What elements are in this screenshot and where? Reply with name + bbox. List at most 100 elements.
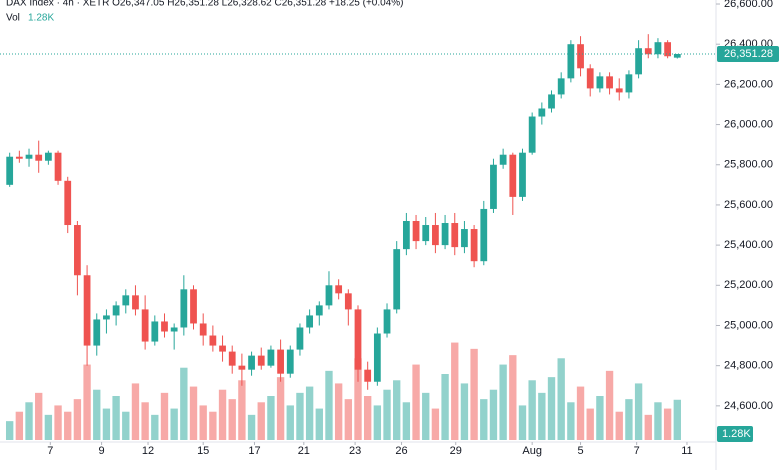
volume-bar bbox=[615, 411, 623, 440]
volume-bar bbox=[257, 402, 265, 440]
x-tick-label: 7 bbox=[47, 445, 53, 457]
volume-bar bbox=[5, 421, 14, 440]
candle-body bbox=[519, 152, 526, 197]
candle-body bbox=[315, 305, 323, 316]
volume-bar bbox=[441, 374, 449, 440]
candle-body bbox=[635, 48, 642, 75]
volume-bar bbox=[296, 392, 304, 440]
y-tick-label: 26,000.00 bbox=[724, 118, 773, 130]
x-tick-label: 29 bbox=[450, 445, 462, 457]
volume-bar bbox=[35, 392, 43, 440]
y-tick-label: 25,600.00 bbox=[724, 199, 773, 211]
candle-body bbox=[199, 323, 207, 336]
candle-body bbox=[673, 53, 681, 58]
volume-bar bbox=[528, 380, 536, 440]
candle-body bbox=[190, 289, 197, 324]
volume-bar bbox=[238, 380, 246, 440]
candle-body bbox=[141, 309, 149, 342]
volume-bar bbox=[422, 392, 430, 440]
candle-body bbox=[625, 74, 633, 93]
candle-body bbox=[132, 295, 139, 310]
last-price-label: 26,351.28 bbox=[724, 48, 773, 60]
volume-bar bbox=[363, 396, 372, 440]
candle-body bbox=[277, 349, 284, 374]
volume-bar bbox=[431, 408, 440, 440]
candle-body bbox=[112, 305, 120, 316]
candle-body bbox=[615, 88, 623, 93]
x-tick-label: Aug bbox=[522, 445, 542, 457]
volume-bar bbox=[286, 405, 294, 440]
candle-body bbox=[567, 44, 575, 79]
volume-bar bbox=[499, 364, 507, 440]
candle-body bbox=[664, 42, 672, 57]
volume-bar bbox=[625, 399, 633, 440]
volume-bar bbox=[131, 383, 140, 440]
candle-body bbox=[344, 293, 352, 310]
volume-bar bbox=[228, 399, 236, 440]
volume-bar bbox=[305, 386, 314, 440]
candle-body bbox=[644, 48, 652, 55]
volume-bar bbox=[489, 389, 498, 440]
x-tick-label: 17 bbox=[248, 445, 260, 457]
header: DAX Index · 4h · XETR O26,347.05 H26,351… bbox=[6, 0, 404, 9]
candle-body bbox=[306, 315, 314, 328]
x-tick-label: 15 bbox=[197, 445, 209, 457]
x-tick-label: 21 bbox=[298, 445, 310, 457]
candle-body bbox=[480, 208, 488, 262]
y-tick-label: 26,600.00 bbox=[724, 0, 773, 10]
volume-bar bbox=[218, 389, 227, 440]
candle-body bbox=[228, 351, 236, 366]
volume-bar bbox=[276, 377, 285, 440]
volume-bar bbox=[189, 386, 198, 440]
volume-bar bbox=[102, 408, 111, 440]
candle-body bbox=[83, 275, 91, 346]
last-price-box bbox=[717, 45, 779, 62]
volume-bar bbox=[605, 370, 614, 440]
volume-bar bbox=[25, 402, 33, 440]
candle-body bbox=[422, 225, 430, 242]
volume-bar bbox=[663, 408, 672, 440]
candle-body bbox=[219, 345, 226, 352]
volume-bar bbox=[673, 399, 681, 440]
volume-bar bbox=[54, 405, 62, 440]
volume-bar bbox=[151, 414, 159, 440]
volume-bar bbox=[547, 377, 556, 440]
y-tick-label: 24,600.00 bbox=[724, 400, 773, 412]
candle-body bbox=[490, 164, 497, 209]
candle-body bbox=[470, 229, 478, 262]
candle-body bbox=[238, 365, 246, 370]
candle-body bbox=[6, 156, 14, 185]
candle-body bbox=[402, 221, 410, 250]
volume-bar bbox=[199, 405, 207, 440]
volume-bar bbox=[373, 405, 382, 440]
volume-bar bbox=[73, 399, 82, 440]
candle-body bbox=[654, 42, 662, 55]
volume-bar bbox=[170, 408, 178, 440]
candle-body bbox=[64, 180, 72, 226]
volume-current: 1.28K bbox=[28, 13, 54, 24]
volume-bar bbox=[334, 383, 343, 440]
volume-bar bbox=[209, 411, 217, 440]
volume-bar bbox=[509, 355, 517, 440]
candle-body bbox=[432, 225, 439, 246]
volume-bar bbox=[267, 396, 275, 440]
candle-body bbox=[15, 156, 23, 159]
x-tick-label: 26 bbox=[395, 445, 407, 457]
candle-body bbox=[557, 78, 565, 95]
volume-bar bbox=[160, 392, 169, 440]
volume-bar bbox=[634, 383, 643, 440]
candle-body bbox=[151, 321, 159, 342]
candle-body bbox=[606, 76, 613, 89]
volume-bar bbox=[15, 411, 24, 440]
volume-bar bbox=[596, 396, 604, 440]
x-tick-label: 7 bbox=[634, 445, 640, 457]
y-tick-label: 25,200.00 bbox=[724, 279, 773, 291]
candle-body bbox=[373, 333, 381, 382]
candle-body bbox=[577, 44, 584, 69]
volume-bar bbox=[112, 396, 120, 440]
y-tick-label: 25,400.00 bbox=[724, 239, 773, 251]
volume-bar bbox=[83, 364, 91, 440]
candle-body bbox=[54, 152, 62, 181]
x-tick-label: 9 bbox=[99, 445, 105, 457]
candle-body bbox=[296, 327, 304, 350]
